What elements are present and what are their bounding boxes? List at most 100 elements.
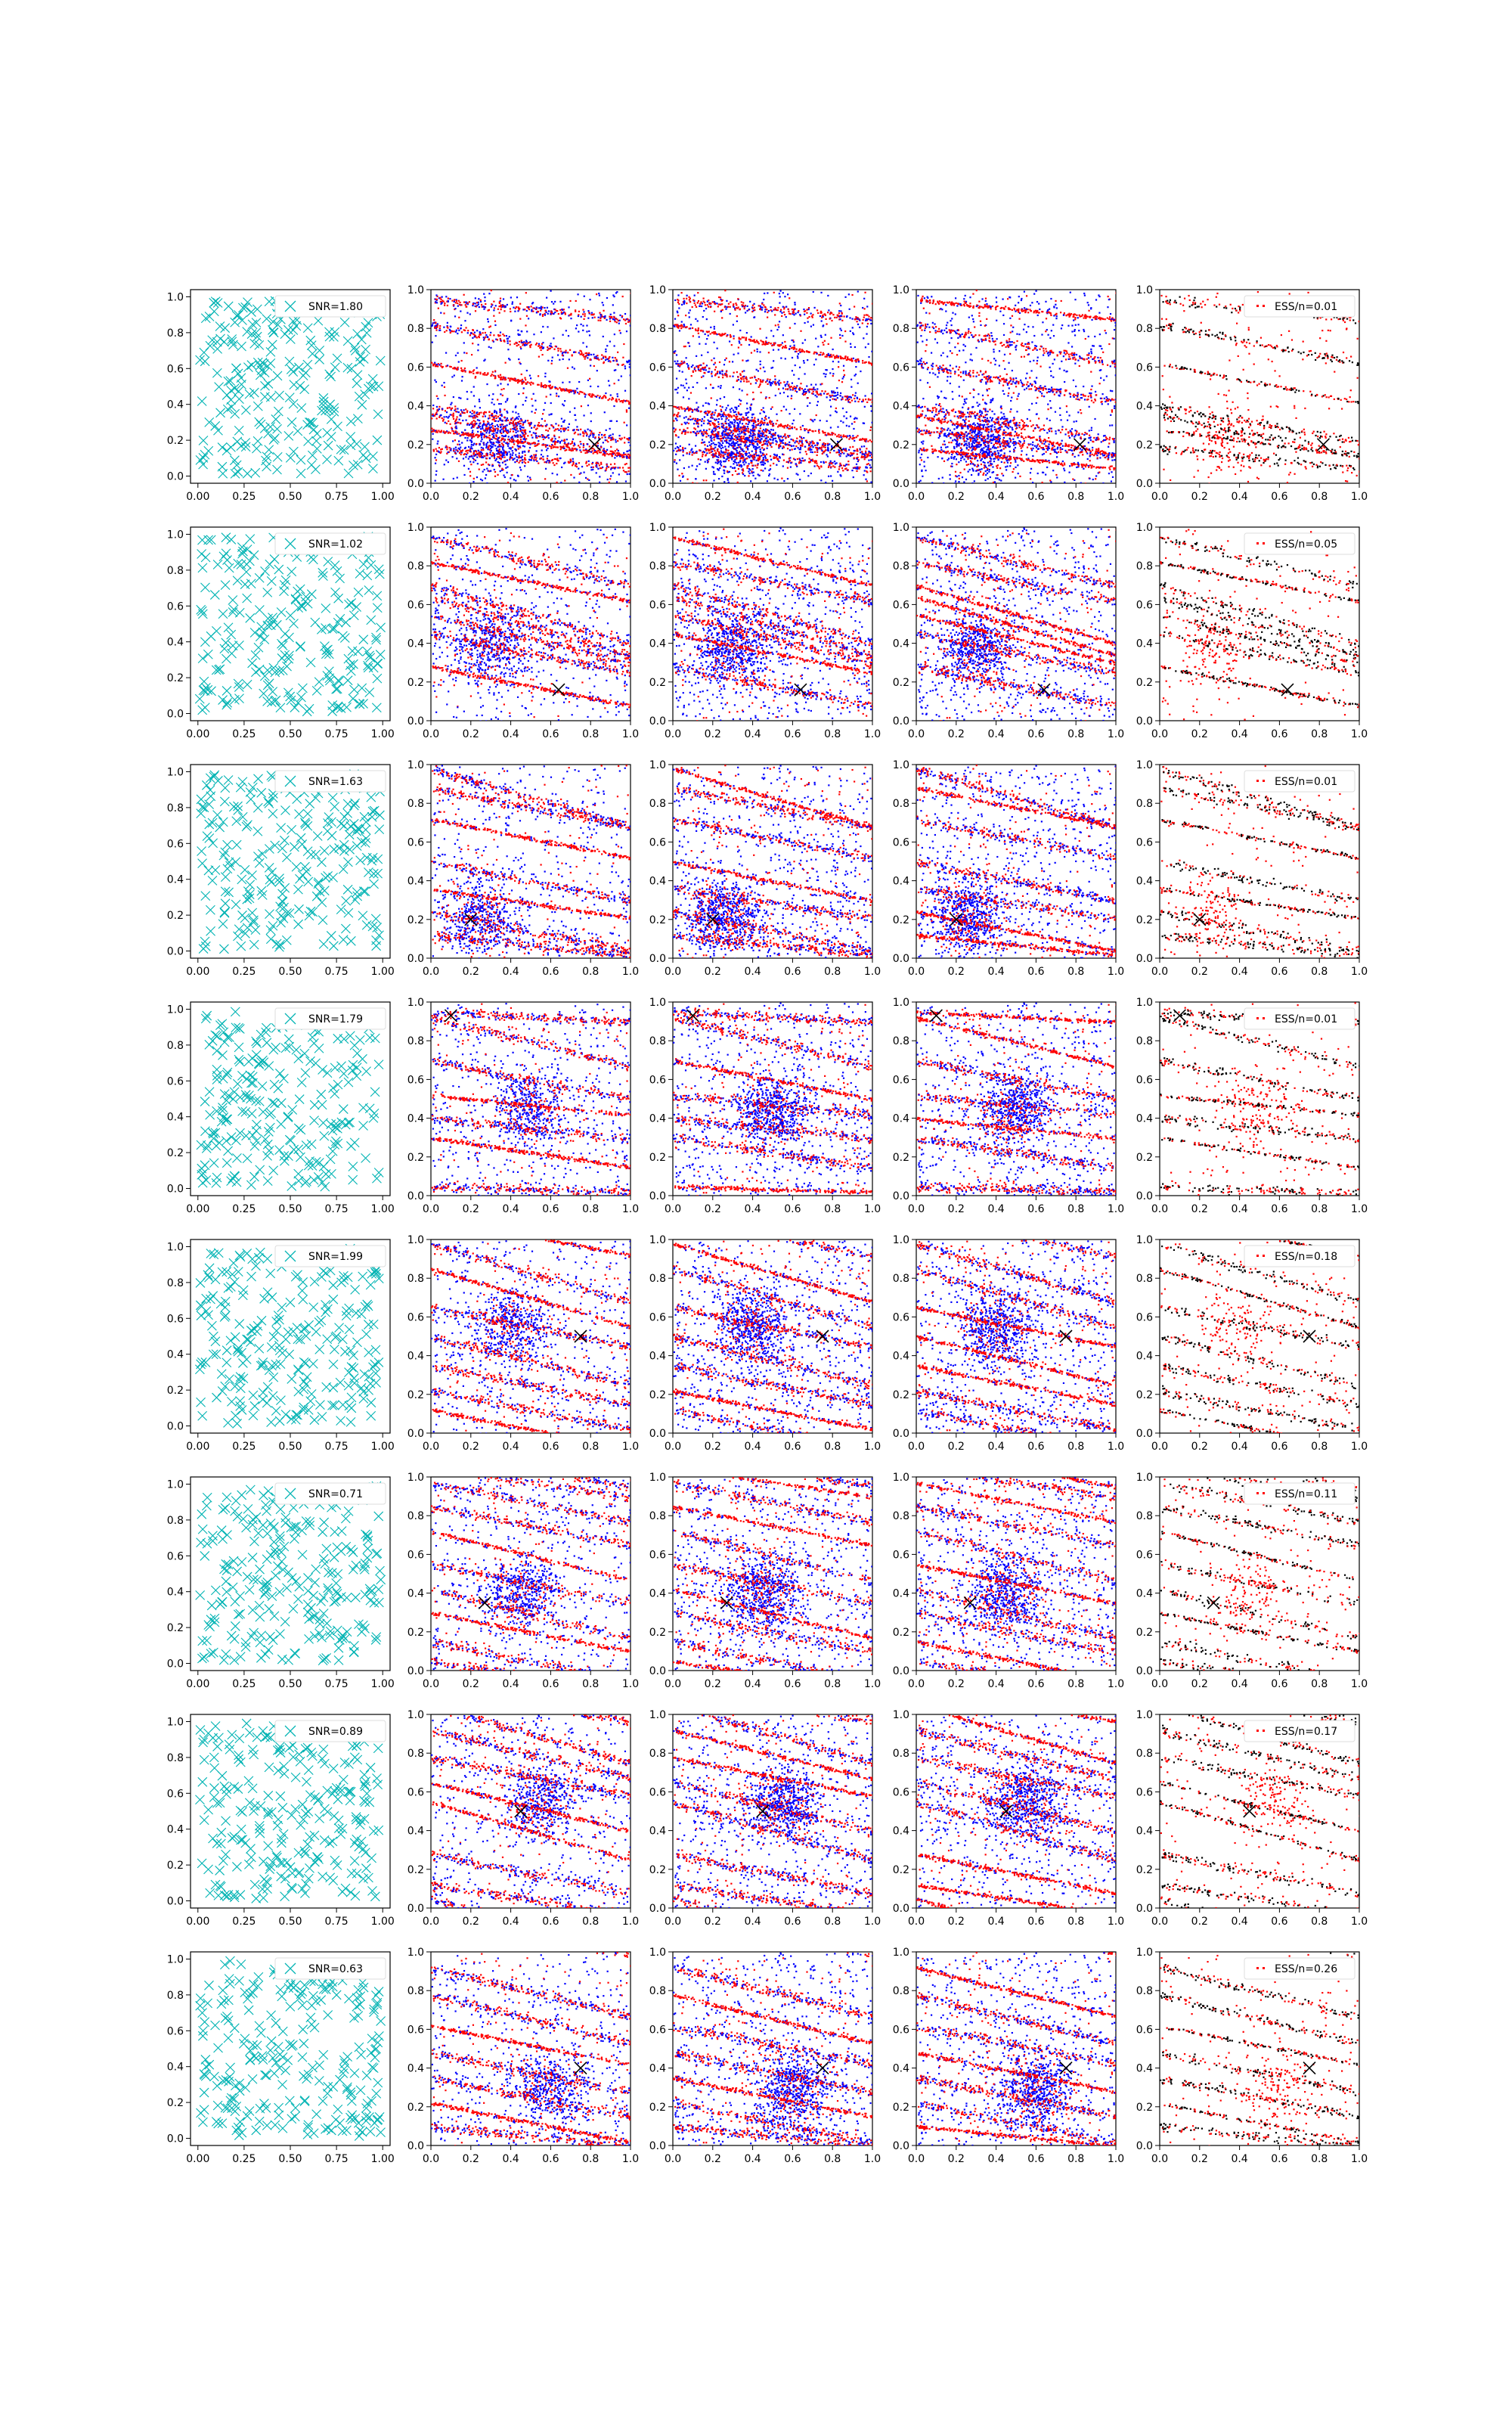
sample-point (698, 406, 699, 408)
sample-point (606, 449, 608, 451)
sample-point (498, 377, 500, 378)
sample-point (587, 405, 589, 406)
sample-point (575, 309, 576, 311)
sample-point (583, 356, 584, 358)
sample-point (739, 433, 741, 434)
sample-point (760, 425, 761, 427)
sample-point (486, 468, 488, 470)
sample-point (763, 454, 764, 455)
sample-point (468, 458, 469, 460)
sample-point (701, 442, 702, 443)
sample-point (720, 296, 721, 298)
sample-point (863, 423, 865, 424)
sample-point (870, 427, 872, 428)
sample-point (681, 321, 683, 322)
sample-point (776, 464, 777, 466)
sample-point (746, 332, 748, 334)
sample-point (770, 459, 772, 461)
sample-point (443, 430, 445, 432)
observed-point (351, 346, 360, 355)
sample-point (741, 428, 742, 430)
sample-point (748, 411, 749, 413)
observed-point (346, 441, 355, 450)
sample-point (442, 408, 443, 410)
sample-point (862, 454, 863, 455)
sample-point (454, 299, 455, 300)
sample-point (620, 454, 621, 455)
sample-point (452, 456, 454, 458)
sample-point (435, 454, 437, 455)
sample-point (751, 425, 753, 427)
sample-point (559, 442, 561, 443)
sample-point (541, 343, 543, 345)
sample-point (479, 455, 480, 456)
sample-point (764, 293, 765, 294)
sample-point (859, 399, 860, 400)
sample-point (702, 298, 704, 299)
sample-point (717, 450, 718, 451)
sample-point (449, 407, 451, 408)
sample-point (839, 334, 841, 336)
sample-point (440, 299, 442, 300)
sample-point (826, 323, 827, 324)
sample-point (783, 460, 785, 461)
sample-point (463, 352, 465, 353)
sample-point (469, 415, 470, 417)
sample-point (454, 308, 456, 309)
sample-point (466, 410, 468, 411)
sample-point (454, 452, 456, 454)
sample-point (820, 420, 821, 421)
sample-point (544, 373, 546, 374)
sample-point (849, 309, 850, 310)
sample-point (494, 371, 496, 372)
sample-point (609, 318, 611, 319)
sample-point (795, 313, 797, 315)
sample-point (510, 296, 512, 298)
sample-point (569, 411, 571, 413)
sample-point (720, 405, 721, 407)
x-tick-label: 0.00 (186, 491, 209, 503)
sample-point (863, 337, 864, 339)
sample-point (609, 385, 610, 386)
sample-point (465, 371, 466, 372)
sample-point (473, 436, 475, 437)
sample-point (623, 318, 624, 320)
sample-point (749, 473, 751, 474)
sample-point (537, 425, 538, 427)
sample-point (434, 457, 435, 458)
sample-point (694, 408, 696, 410)
sample-point (747, 306, 748, 307)
sample-point (733, 303, 734, 305)
sample-point (720, 450, 722, 451)
sample-point (841, 313, 843, 315)
sample-point (727, 437, 729, 439)
sample-point (583, 446, 584, 448)
sample-point (462, 433, 463, 435)
sample-point (728, 460, 730, 461)
sample-point (718, 418, 720, 420)
sample-point (742, 423, 743, 424)
sample-point (684, 448, 686, 449)
sample-point (751, 352, 752, 353)
sample-point (828, 343, 829, 345)
sample-point (526, 315, 528, 317)
sample-point (757, 464, 758, 466)
sample-point (622, 457, 624, 458)
sample-point (534, 433, 536, 434)
sample-point (461, 380, 463, 381)
observed-point (287, 365, 296, 374)
sample-point (479, 451, 480, 453)
sample-point (708, 302, 710, 304)
sample-point (863, 317, 865, 318)
sample-point (471, 427, 472, 429)
sample-point (686, 298, 687, 299)
sample-point (547, 435, 548, 436)
sample-point (438, 417, 440, 418)
sample-point (738, 468, 739, 470)
sample-point (720, 436, 721, 437)
sample-point (521, 419, 522, 420)
sample-point (613, 405, 615, 407)
observed-point (334, 456, 343, 465)
sample-point (547, 349, 548, 351)
sample-point (835, 399, 837, 401)
